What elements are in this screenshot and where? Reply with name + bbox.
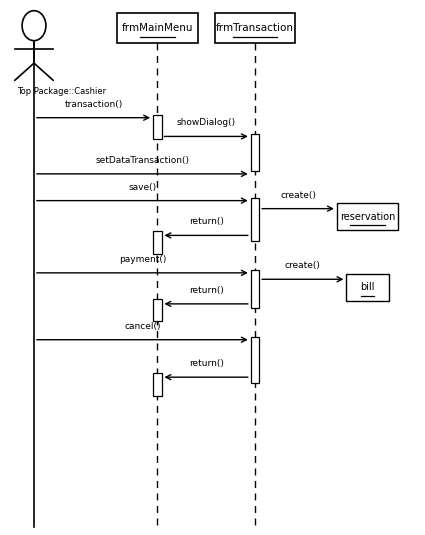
Text: transaction(): transaction() bbox=[64, 100, 123, 109]
Bar bbox=[153, 373, 162, 396]
Bar bbox=[251, 134, 259, 171]
Bar bbox=[153, 231, 162, 254]
Text: create(): create() bbox=[280, 190, 316, 200]
Text: return(): return() bbox=[189, 359, 224, 368]
Bar bbox=[153, 115, 162, 139]
Bar bbox=[346, 274, 389, 301]
Text: bill: bill bbox=[360, 282, 375, 292]
Text: frmTransaction: frmTransaction bbox=[216, 23, 294, 33]
Text: return(): return() bbox=[189, 217, 224, 226]
Text: frmMainMenu: frmMainMenu bbox=[122, 23, 193, 33]
Text: save(): save() bbox=[128, 182, 156, 192]
Text: Top Package::Cashier: Top Package::Cashier bbox=[17, 87, 106, 96]
Bar bbox=[153, 299, 162, 321]
Text: reservation: reservation bbox=[340, 212, 395, 221]
Bar bbox=[215, 13, 295, 43]
Text: cancel(): cancel() bbox=[124, 322, 161, 331]
Text: showDialog(): showDialog() bbox=[176, 118, 236, 127]
Bar bbox=[251, 337, 259, 383]
Text: create(): create() bbox=[285, 261, 321, 270]
Bar bbox=[251, 270, 259, 308]
Bar bbox=[251, 198, 259, 241]
Bar bbox=[117, 13, 198, 43]
Bar bbox=[337, 203, 398, 230]
Text: setDataTransaction(): setDataTransaction() bbox=[95, 156, 190, 165]
Text: return(): return() bbox=[189, 286, 224, 295]
Text: payment(): payment() bbox=[119, 255, 166, 264]
